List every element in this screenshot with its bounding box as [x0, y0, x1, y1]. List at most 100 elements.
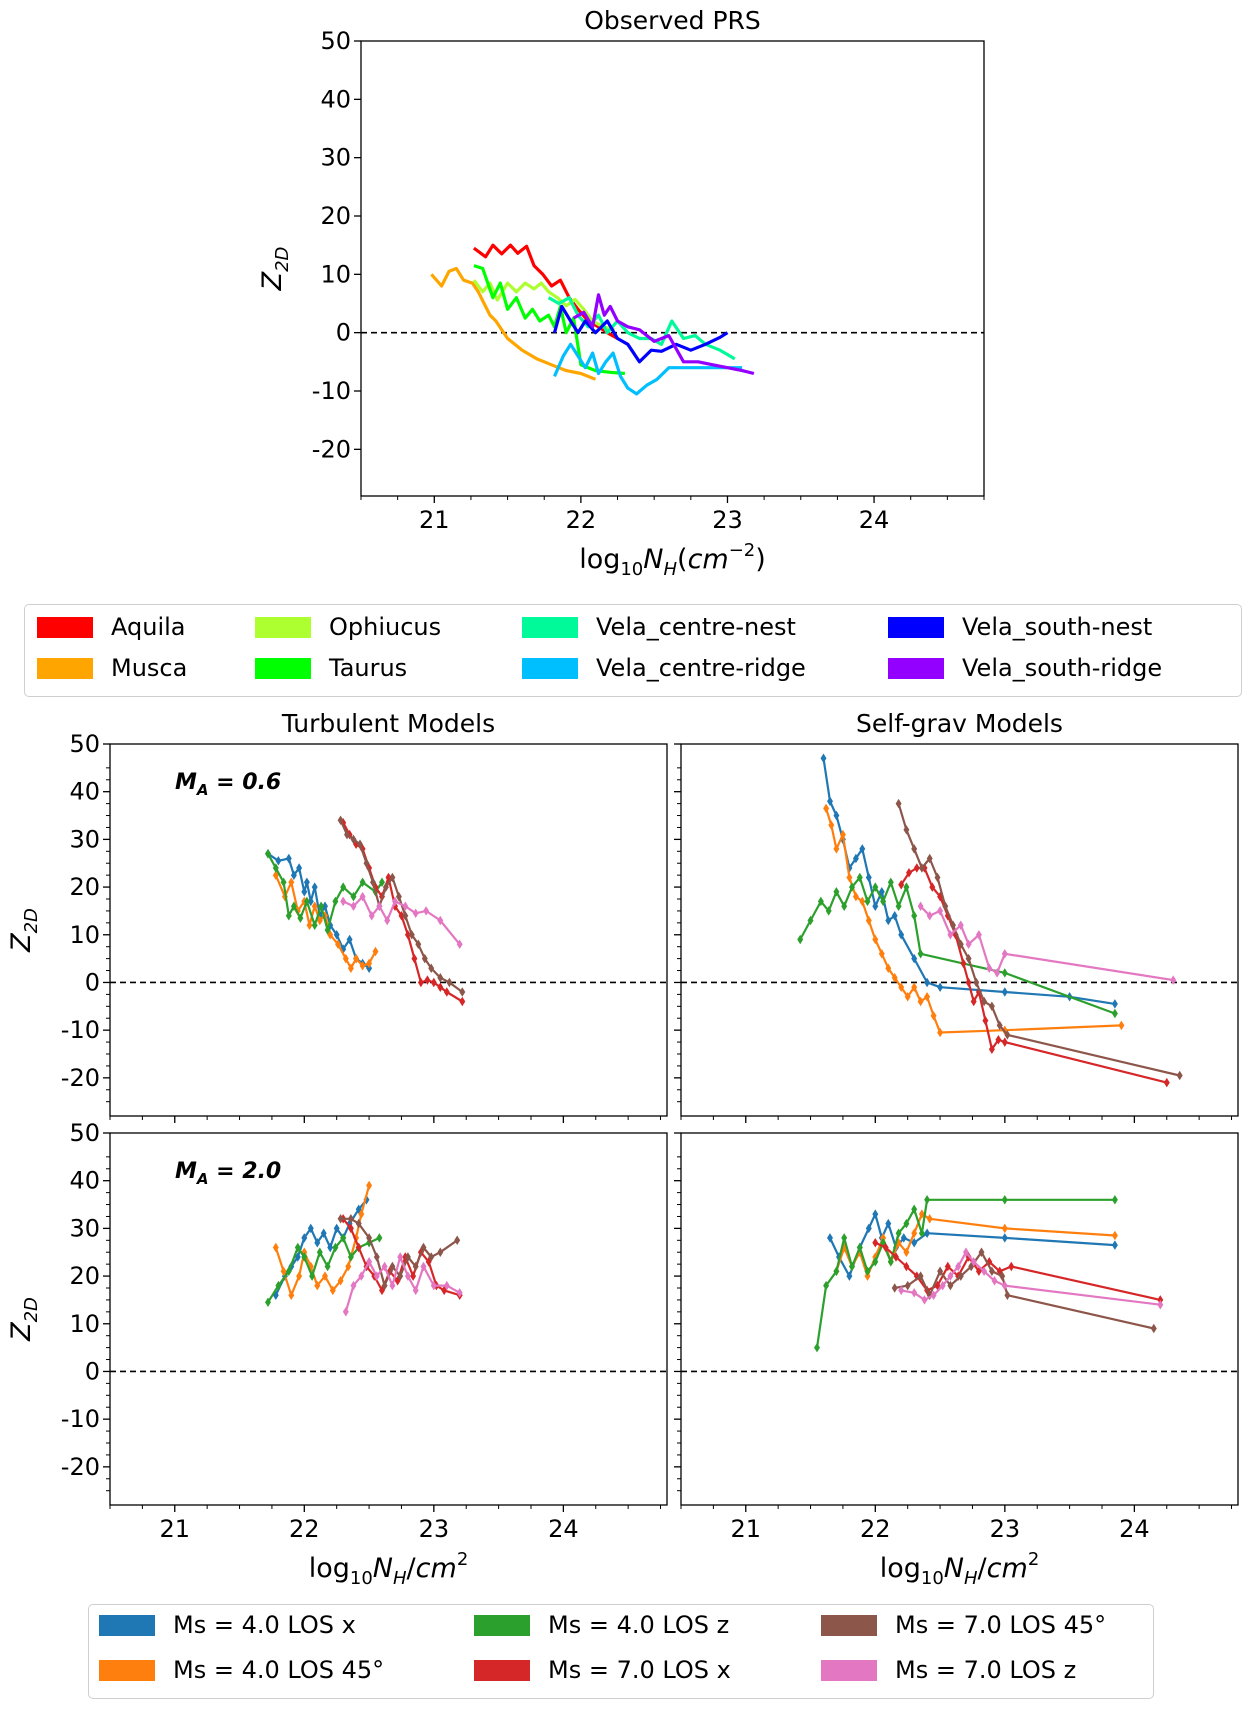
data-point	[918, 1228, 925, 1238]
y-axis-label: Z2D	[257, 247, 293, 292]
y-tick-label: 50	[69, 730, 100, 758]
data-point	[324, 925, 331, 935]
series-line-vela-south-nest	[552, 304, 729, 364]
legend-item-vela-centre-ridge: Vela_centre-ridge	[522, 653, 806, 683]
series-line-ms-7-0-los-z	[901, 1251, 1161, 1306]
data-point	[942, 901, 949, 911]
data-point	[900, 1233, 907, 1243]
data-point	[911, 953, 918, 964]
data-point	[814, 1342, 820, 1353]
data-point	[872, 901, 879, 911]
data-point	[366, 1180, 373, 1191]
data-point	[415, 939, 422, 950]
legend-item-ms-4-0-los-45: Ms = 4.0 LOS 45°	[99, 1655, 384, 1685]
legend-item-ophiucus: Ophiucus	[255, 612, 441, 642]
data-point	[357, 839, 363, 849]
y-tick-label: 0	[336, 319, 351, 347]
data-point	[294, 1242, 301, 1253]
legend-swatch	[474, 1614, 530, 1636]
data-point	[301, 1252, 308, 1262]
data-point	[924, 992, 931, 1002]
data-point	[322, 901, 328, 911]
data-point	[849, 882, 855, 892]
data-point	[917, 996, 924, 1007]
data-point	[918, 1209, 925, 1219]
data-point	[347, 963, 354, 973]
data-point	[929, 882, 936, 892]
data-point	[926, 853, 933, 864]
data-point	[937, 906, 944, 916]
data-point	[994, 968, 1001, 978]
data-point	[864, 1266, 871, 1277]
data-point	[303, 877, 310, 888]
plot-frame	[109, 1132, 668, 1506]
data-point	[265, 1297, 271, 1308]
data-point	[975, 1266, 982, 1277]
data-point	[898, 982, 905, 992]
data-point	[960, 958, 967, 969]
data-point	[898, 1285, 905, 1296]
data-point	[344, 829, 350, 840]
data-point	[957, 920, 964, 930]
data-point	[285, 910, 292, 921]
data-point	[937, 1027, 944, 1038]
y-tick-label: 40	[320, 85, 351, 113]
data-point	[342, 1307, 349, 1317]
data-point	[346, 934, 353, 945]
panel-annotation: MA = 2.0	[175, 1159, 281, 1188]
data-point	[841, 901, 848, 911]
data-point	[397, 1252, 404, 1262]
panel-grav_high: 21 22 23 24 log10NH/cm2	[674, 1132, 1239, 1589]
data-point	[911, 1228, 918, 1238]
data-point	[290, 901, 297, 911]
data-point	[272, 870, 279, 880]
data-point	[379, 877, 385, 888]
data-point	[437, 1247, 444, 1257]
data-point	[893, 1252, 899, 1262]
data-point	[885, 915, 892, 926]
data-point	[999, 1271, 1006, 1281]
data-point	[373, 1252, 380, 1262]
y-tick-label: 10	[69, 1310, 100, 1338]
x-axis-label: log10NH/cm2	[309, 1549, 469, 1589]
data-point	[939, 1280, 946, 1291]
data-point	[1157, 1299, 1164, 1310]
panel-observed: 50 40 30 20 10 0 -10 -20 21 22 23 24 Observed PRS Z2D…	[257, 6, 985, 580]
data-point	[366, 1233, 373, 1243]
data-point	[389, 1261, 396, 1272]
legend-swatch	[255, 657, 311, 679]
data-point	[965, 939, 972, 950]
panel-grav_low: Self-grav Models	[674, 709, 1239, 1123]
data-point	[337, 1276, 344, 1286]
data-point	[1001, 1195, 1008, 1205]
legend-swatch	[255, 616, 311, 638]
data-point	[852, 891, 859, 902]
legend-item-taurus: Taurus	[255, 653, 407, 683]
data-point	[1170, 975, 1177, 985]
series-line-vela-centre-nest	[547, 296, 736, 361]
data-point	[332, 1242, 339, 1253]
data-point	[1001, 1233, 1008, 1243]
series-line-ms-4-0-los-x	[829, 1212, 1115, 1278]
data-point	[443, 1280, 450, 1291]
data-point	[342, 953, 349, 964]
legend-item-ms-4-0-los-x: Ms = 4.0 LOS x	[99, 1610, 356, 1640]
data-point	[913, 863, 920, 873]
data-point	[864, 1271, 871, 1281]
data-point	[320, 1228, 327, 1238]
y-tick-label: 0	[85, 1357, 100, 1385]
legend-swatch	[888, 616, 944, 638]
data-point	[859, 896, 866, 907]
data-point	[957, 1271, 964, 1281]
panel-title: Observed PRS	[584, 6, 761, 35]
data-point	[924, 1228, 931, 1238]
data-point	[1001, 1223, 1008, 1234]
data-point	[911, 1237, 918, 1248]
data-point	[970, 1257, 977, 1267]
data-point	[911, 1204, 918, 1215]
series-line-vela-south-ridge	[572, 293, 755, 376]
series-line-ms-4-0-los-45	[274, 1185, 371, 1297]
data-point	[329, 1285, 336, 1296]
data-point	[355, 1218, 362, 1229]
data-point	[359, 877, 366, 888]
